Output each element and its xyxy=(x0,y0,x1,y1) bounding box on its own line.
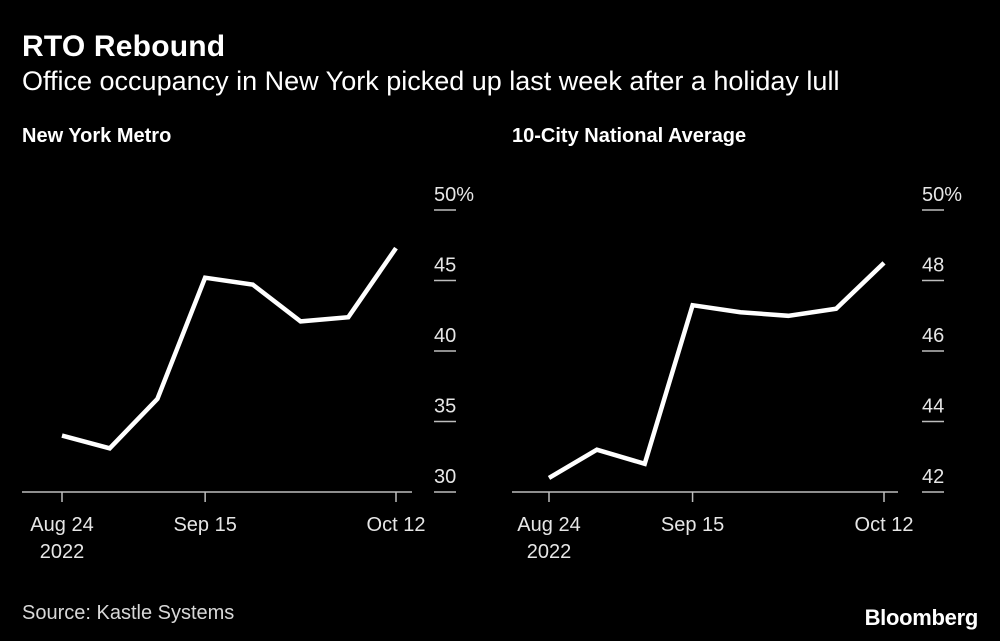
chart-title: RTO Rebound xyxy=(22,30,226,63)
panel-title-national: 10-City National Average xyxy=(512,125,747,147)
ny-y-tick-label: 40 xyxy=(434,325,456,347)
ny-x-tick-label: Sep 15 xyxy=(173,514,236,536)
source-note: Source: Kastle Systems xyxy=(22,602,235,624)
nat-y-tick-label: 46 xyxy=(922,325,944,347)
ny-y-tick-label: 35 xyxy=(434,396,456,418)
ny-series-line xyxy=(61,246,398,451)
ny-x-tick-label: Aug 24 xyxy=(30,514,93,536)
panel-title-ny: New York Metro xyxy=(22,125,172,147)
ny-x-tick-sublabel: 2022 xyxy=(40,541,85,563)
ny-x-tick-label: Oct 12 xyxy=(367,514,426,536)
chart-subtitle: Office occupancy in New York picked up l… xyxy=(22,66,840,96)
ny-y-tick-label: 30 xyxy=(434,466,456,488)
bloomberg-logo: Bloomberg xyxy=(864,605,979,630)
ny-y-tick-label: 45 xyxy=(434,255,456,277)
nat-y-tick-label: 44 xyxy=(922,396,944,418)
nat-y-tick-label: 42 xyxy=(922,466,944,488)
ny-y-tick-label: 50% xyxy=(434,184,474,206)
nat-y-tick-label: 50% xyxy=(922,184,962,206)
nat-x-tick-label: Sep 15 xyxy=(661,514,724,536)
nat-x-tick-sublabel: 2022 xyxy=(527,541,572,563)
nat-x-tick-label: Aug 24 xyxy=(517,514,580,536)
nat-y-tick-label: 48 xyxy=(922,255,944,277)
nat-x-tick-label: Oct 12 xyxy=(855,514,914,536)
nat-series-line xyxy=(547,261,886,480)
